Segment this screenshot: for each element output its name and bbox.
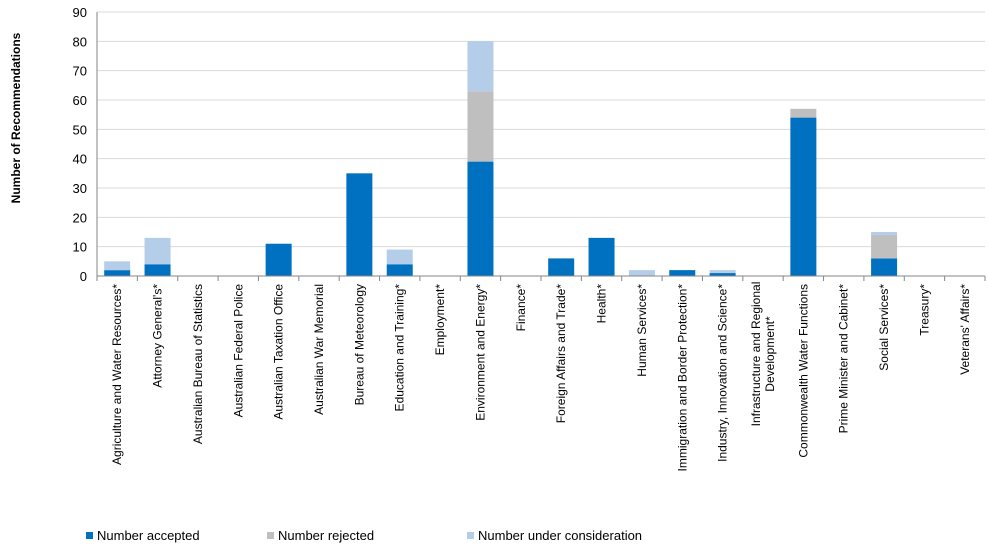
- y-tick-label: 40: [73, 152, 87, 167]
- bars: [104, 41, 898, 276]
- bar-segment: [588, 237, 615, 276]
- bar-segment: [628, 270, 655, 276]
- legend: Number accepted Number rejected Number und…: [86, 528, 642, 543]
- x-tick-labels: Agriculture and Water Resources* Attorney…: [110, 282, 972, 472]
- bar-segment: [709, 273, 736, 276]
- bar-segment: [709, 270, 736, 274]
- bar-segment: [144, 264, 171, 276]
- legend-label: Number under consideration: [478, 528, 642, 543]
- bar-segment: [548, 258, 575, 276]
- bar-segment: [790, 117, 817, 276]
- legend-swatch: [86, 532, 93, 539]
- legend-label: Number accepted: [97, 528, 200, 543]
- x-tick-label: Environment and Energy*: [473, 284, 487, 421]
- gridlines: [97, 11, 985, 248]
- bar-segment: [265, 243, 292, 276]
- y-axis-label: Number of Recommendations: [9, 32, 23, 203]
- x-tick-label: Human Services*: [635, 284, 649, 377]
- x-tick-label: Immigration and Border Protection*: [675, 284, 689, 472]
- bar-segment: [467, 161, 494, 276]
- x-tick-label: Prime Minister and Cabinet*: [837, 284, 851, 434]
- legend-swatch: [267, 532, 274, 539]
- x-tick-label: Education and Training*: [393, 284, 407, 412]
- bar-segment: [790, 108, 817, 118]
- bar-segment: [144, 237, 171, 265]
- x-tick-label: Attorney General's*: [151, 284, 165, 388]
- bar-segment: [104, 261, 131, 271]
- bar-segment: [871, 258, 898, 276]
- x-tick-label: Infrastructure and RegionalDevelopment*: [749, 282, 777, 427]
- x-tick-label: Australian Federal Police: [231, 284, 245, 418]
- x-tick-label: Bureau of Meteorology: [352, 284, 366, 405]
- x-tick-label: Foreign Affairs and Trade*: [554, 284, 568, 424]
- y-tick-label: 30: [73, 181, 87, 196]
- x-tick-label: Commonwealth Water Functions: [796, 284, 810, 458]
- y-tick-label: 60: [73, 93, 87, 108]
- x-tick-label: Treasury*: [917, 284, 931, 336]
- x-tick-label: Agriculture and Water Resources*: [110, 284, 124, 465]
- x-tick-label: Social Services*: [877, 284, 891, 371]
- x-tick-label: Health*: [595, 284, 609, 324]
- y-tick-label: 70: [73, 64, 87, 79]
- x-tick-label: Employment*: [433, 284, 447, 356]
- bar-segment: [871, 234, 898, 259]
- y-tick-label: 80: [73, 34, 87, 49]
- bar-segment: [104, 270, 131, 276]
- bar-segment: [346, 173, 373, 276]
- axes: [96, 12, 986, 281]
- y-tick-label: 10: [73, 240, 87, 255]
- bar-segment: [467, 91, 494, 162]
- bar-segment: [871, 232, 898, 235]
- y-tick-labels: 0 10 20 30 40 50 60 70 80 90: [73, 5, 87, 284]
- legend-label: Number rejected: [278, 528, 374, 543]
- y-tick-label: 20: [73, 210, 87, 225]
- x-tick-label: Finance*: [514, 284, 528, 332]
- x-tick-label: Australian Taxation Office: [272, 284, 286, 420]
- bar-segment: [386, 249, 413, 265]
- bar-segment: [386, 264, 413, 276]
- x-tick-label: Australian Bureau of Statistics: [191, 284, 205, 444]
- y-tick-label: 0: [80, 269, 87, 284]
- bar-segment: [669, 270, 696, 276]
- y-tick-label: 90: [73, 5, 87, 20]
- y-tick-label: 50: [73, 122, 87, 137]
- x-tick-label: Industry, Innovation and Science*: [716, 284, 730, 462]
- x-tick-label: Australian War Memorial: [312, 284, 326, 415]
- bar-segment: [467, 41, 494, 92]
- legend-swatch: [467, 532, 474, 539]
- x-tick-label: Veterans' Affairs*: [958, 284, 972, 375]
